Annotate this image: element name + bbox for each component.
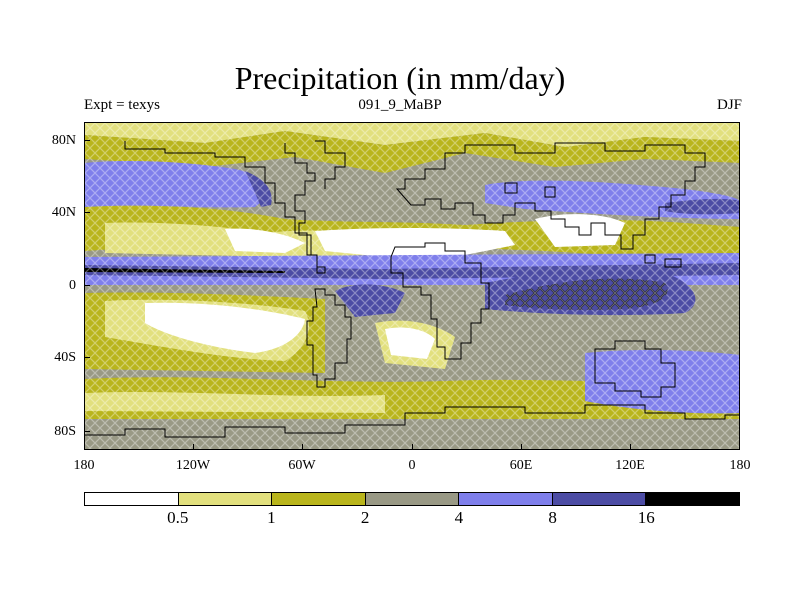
colorbar-label: 4 [454,508,464,527]
lat-label-40n: 40N [51,205,76,220]
colorbar-label: 1 [267,508,276,527]
plot-title: Precipitation (in mm/day) [234,60,566,96]
lon-label-0: 0 [408,458,416,473]
lon-tick [412,444,413,450]
maritime-continent-coast [644,254,682,268]
lat-tick [84,285,90,286]
lat-tick [84,212,90,213]
coastlines [85,140,739,438]
colorbar-label: 0.5 [167,508,189,527]
lon-label-180e: 180 [729,458,751,473]
lon-label-60w: 60W [288,458,316,473]
colorbar-swatch [646,493,740,505]
lon-tick [193,444,194,450]
lat-label-80s: 80S [54,424,76,439]
colorbar-swatch [178,493,273,505]
colorbar-label: 2 [360,508,370,527]
lat-tick [84,431,90,432]
colorbar-swatch [85,493,179,505]
south-america-coast [306,288,352,388]
colorbar-swatch [552,493,647,505]
experiment-label: Expt = texys [84,97,160,113]
antarctica-coast [85,404,739,438]
colorbar [84,492,740,506]
colorbar-label: 16 [637,508,655,527]
australia-coast [594,340,676,398]
lon-tick [630,444,631,450]
lat-label-eq: 0 [69,278,76,293]
lat-label-80n: 80N [51,133,76,148]
colorbar-swatch [459,493,553,505]
lon-tick [302,444,303,450]
map-canvas [85,123,739,449]
greenland-coast [315,140,346,189]
season-label: DJF [716,97,742,113]
lon-label-120e: 120E [615,458,645,473]
colorbar-label: 8 [548,508,557,527]
stipple-overlay [85,123,739,449]
lat-tick [84,357,90,358]
eurasia-coast [395,142,706,250]
inland-lakes [504,182,556,198]
colorbar-swatch [365,493,460,505]
lon-label-180w: 180 [73,458,95,473]
north-america-coast [124,141,326,274]
lon-label-60e: 60E [509,458,533,473]
precipitation-map [84,122,740,450]
lon-label-120w: 120W [175,458,211,473]
lat-label-40s: 40S [54,350,76,365]
colorbar-swatch [272,493,366,505]
lat-tick [84,140,90,141]
lon-tick [521,444,522,450]
africa-coast [390,242,490,360]
age-label: 091_9_MaBP [358,97,442,113]
